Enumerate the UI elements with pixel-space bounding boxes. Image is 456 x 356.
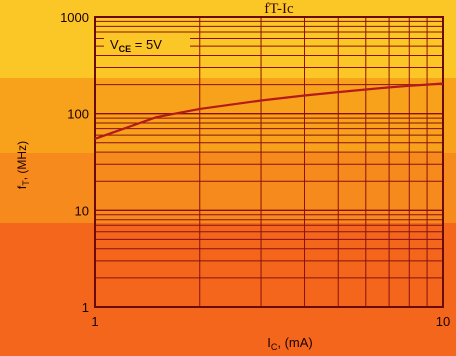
- x-tick-label: 1: [91, 314, 98, 329]
- grid: [94, 17, 443, 308]
- annotation-text: VCE = 5V: [110, 37, 162, 54]
- x-tick-labels: 1 10: [91, 314, 450, 329]
- ft-ic-curve: [94, 82, 444, 140]
- y-tick-label: 100: [67, 107, 89, 122]
- chart-title: fT-Ic: [264, 1, 294, 17]
- y-tick-labels: 1 10 100 1000: [60, 10, 89, 315]
- plot-frame: [94, 16, 444, 308]
- y-axis-label: fT, (MHz): [15, 141, 31, 189]
- y-tick-label: 10: [75, 203, 89, 218]
- background-band-lower: [0, 223, 456, 356]
- annotation-box: VCE = 5V: [104, 33, 190, 55]
- y-tick-label: 1000: [60, 10, 89, 25]
- background-band-upper: [0, 78, 456, 153]
- annotation-background: [104, 33, 190, 55]
- x-axis-label: IC, (mA): [267, 335, 313, 352]
- y-tick-label: 1: [82, 300, 89, 315]
- x-tick-label: 10: [436, 314, 450, 329]
- background-band-top: [0, 0, 456, 78]
